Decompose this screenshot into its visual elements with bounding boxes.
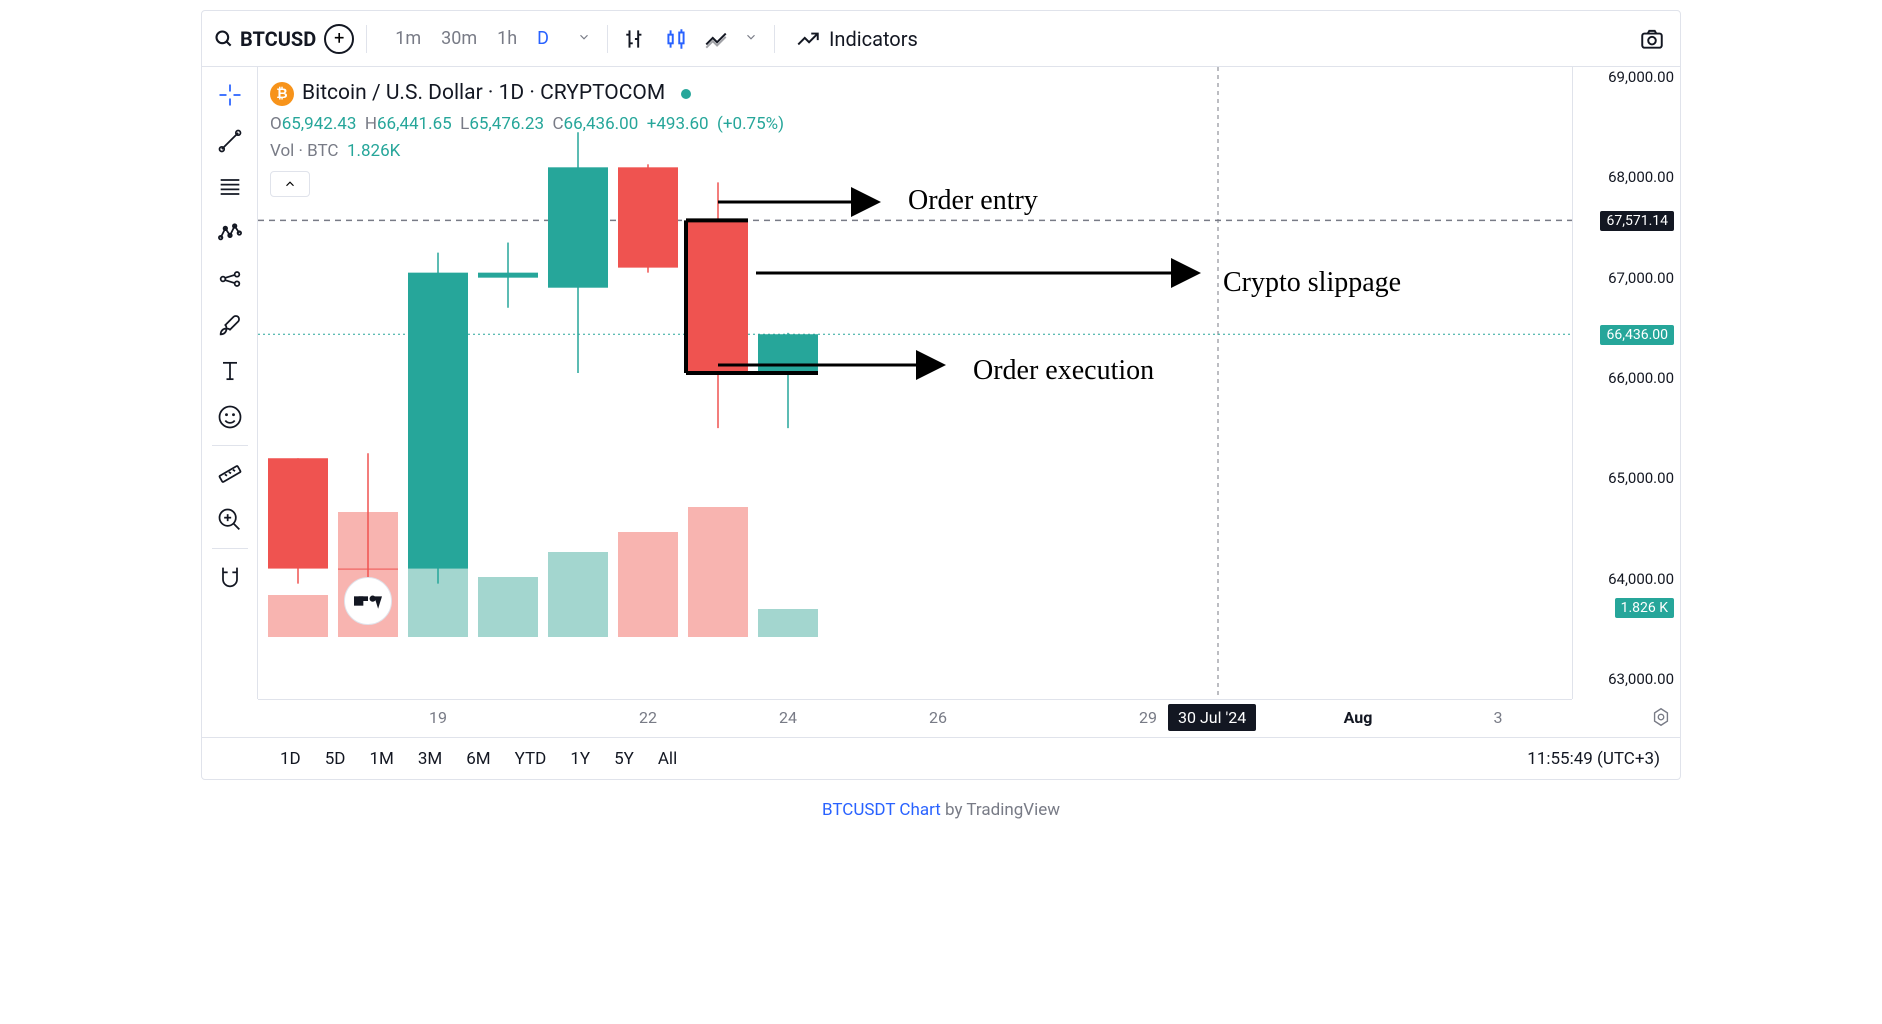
main-area: ₿ Bitcoin / U.S. Dollar · 1D · CRYPTOCOM… (202, 67, 1680, 699)
timeframe-dropdown[interactable] (573, 30, 595, 48)
collapse-legend-button[interactable] (270, 171, 310, 197)
ohlc-close: 66,436.00 (564, 114, 639, 134)
volume-value: 1.826K (347, 141, 400, 161)
price-tick: 65,000.00 (1608, 469, 1674, 487)
trendline-tool[interactable] (208, 119, 252, 163)
volume-tag: 1.826 K (1615, 598, 1674, 618)
timeframe-1h[interactable]: 1h (489, 24, 525, 53)
separator (366, 25, 367, 53)
tradingview-logo[interactable] (344, 577, 392, 625)
chart-wrap: ₿ Bitcoin / U.S. Dollar · 1D · CRYPTOCOM… (258, 67, 1680, 699)
fib-tool[interactable] (208, 165, 252, 209)
annotation-text: Order entry (908, 185, 1038, 217)
range-1M[interactable]: 1M (359, 745, 403, 773)
range-5Y[interactable]: 5Y (604, 745, 644, 773)
zoom-tool[interactable] (208, 498, 252, 542)
range-6M[interactable]: 6M (456, 745, 500, 773)
market-status-dot (681, 89, 691, 99)
price-tick: 68,000.00 (1608, 168, 1674, 186)
add-symbol-button[interactable]: + (324, 24, 354, 54)
snapshot-button[interactable] (1636, 23, 1668, 55)
time-tick: 3 (1494, 708, 1503, 727)
prediction-tool[interactable] (208, 257, 252, 301)
range-1Y[interactable]: 1Y (560, 745, 600, 773)
time-axis[interactable]: 19 22 24 26 29 Aug 3 30 Jul '24 (258, 699, 1572, 737)
symbol-ticker: BTCUSD (240, 27, 316, 51)
price-axis[interactable]: 63,000.00 64,000.00 65,000.00 66,000.00 67,0… (1572, 67, 1680, 699)
bitcoin-icon: ₿ (270, 82, 294, 106)
chart-title: Bitcoin / U.S. Dollar · 1D · CRYPTOCOM (302, 77, 665, 111)
timeframe-1m[interactable]: 1m (387, 24, 429, 53)
bars-style-button[interactable] (620, 23, 652, 55)
crosshair-tool[interactable] (208, 73, 252, 117)
axis-settings-button[interactable] (1650, 706, 1672, 733)
range-3M[interactable]: 3M (408, 745, 452, 773)
drawing-toolbar (202, 67, 258, 699)
ohlc-change: +493.60 (647, 114, 709, 134)
chart-container: BTCUSD + 1m30m1hD Indicators (201, 10, 1681, 780)
search-icon (214, 29, 234, 49)
time-tick: 26 (929, 708, 947, 727)
magnet-tool[interactable] (208, 555, 252, 599)
ohlc-low: 65,476.23 (469, 114, 544, 134)
top-toolbar: BTCUSD + 1m30m1hD Indicators (202, 11, 1680, 67)
range-1D[interactable]: 1D (270, 745, 311, 773)
indicators-icon (795, 26, 821, 52)
ohlc-open: 65,942.43 (282, 114, 357, 134)
time-tick: 29 (1139, 708, 1157, 727)
attribution: BTCUSDT Chart by TradingView (0, 790, 1882, 830)
timeframe-D[interactable]: D (529, 24, 557, 53)
time-tick: 22 (639, 708, 657, 727)
separator (774, 25, 775, 53)
crosshair-time-tag: 30 Jul '24 (1168, 704, 1256, 731)
annotation-text: Crypto slippage (1223, 267, 1401, 299)
separator (607, 25, 608, 53)
range-All[interactable]: All (648, 745, 687, 773)
chart-legend: ₿ Bitcoin / U.S. Dollar · 1D · CRYPTOCOM… (270, 77, 784, 197)
emoji-tool[interactable] (208, 395, 252, 439)
timeframe-group: 1m30m1hD (379, 24, 565, 53)
indicators-button[interactable]: Indicators (787, 22, 926, 56)
price-tick: 63,000.00 (1608, 670, 1674, 688)
price-tick: 64,000.00 (1608, 570, 1674, 588)
price-tag-entry: 67,571.14 (1600, 211, 1674, 231)
range-5D[interactable]: 5D (315, 745, 356, 773)
separator (212, 548, 248, 549)
pattern-tool[interactable] (208, 211, 252, 255)
attribution-text: by TradingView (941, 800, 1060, 820)
clock: 11:55:49 (UTC+3) (1527, 749, 1668, 769)
price-tag-close: 66,436.00 (1600, 325, 1674, 345)
area-style-button[interactable] (700, 23, 732, 55)
price-tick: 66,000.00 (1608, 369, 1674, 387)
indicators-label: Indicators (829, 27, 918, 51)
attribution-link[interactable]: BTCUSDT Chart (822, 800, 941, 820)
ruler-tool[interactable] (208, 452, 252, 496)
time-tick: Aug (1344, 708, 1373, 727)
annotation-text: Order execution (973, 355, 1154, 387)
range-YTD[interactable]: YTD (505, 745, 557, 773)
brush-tool[interactable] (208, 303, 252, 347)
separator (212, 445, 248, 446)
time-tick: 19 (429, 708, 447, 727)
timeframe-30m[interactable]: 30m (433, 24, 485, 53)
price-tick: 67,000.00 (1608, 269, 1674, 287)
time-tick: 24 (779, 708, 797, 727)
price-tick: 69,000.00 (1608, 68, 1674, 86)
candles-style-button[interactable] (660, 23, 692, 55)
volume-label: Vol · BTC (270, 141, 339, 161)
range-bar: 1D5D1M3M6MYTD1Y5YAll 11:55:49 (UTC+3) (202, 737, 1680, 779)
range-buttons: 1D5D1M3M6MYTD1Y5YAll (270, 745, 687, 773)
ohlc-high: 66,441.65 (377, 114, 452, 134)
chart-pane[interactable]: ₿ Bitcoin / U.S. Dollar · 1D · CRYPTOCOM… (258, 67, 1572, 699)
ohlc-change-pct: (+0.75%) (717, 114, 784, 134)
chart-style-dropdown[interactable] (740, 30, 762, 48)
text-tool[interactable] (208, 349, 252, 393)
symbol-search[interactable]: BTCUSD (214, 27, 316, 51)
